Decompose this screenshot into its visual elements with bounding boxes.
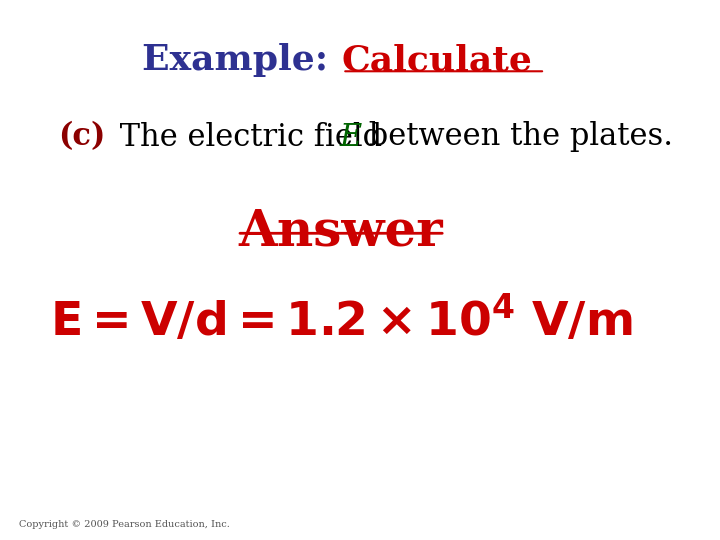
Text: Example:: Example: [143,43,341,77]
Text: between the plates.: between the plates. [359,122,673,152]
Text: Copyright © 2009 Pearson Education, Inc.: Copyright © 2009 Pearson Education, Inc. [19,520,230,529]
Text: $\mathbf{E = V/d = 1.2 \times 10^{4}\ V/m}$: $\mathbf{E = V/d = 1.2 \times 10^{4}\ V/… [50,294,632,346]
Text: E: E [339,122,361,152]
Text: The electric field: The electric field [109,122,392,152]
Text: Calculate: Calculate [341,43,532,77]
Text: (c): (c) [58,122,106,152]
Text: Answer: Answer [239,208,444,257]
